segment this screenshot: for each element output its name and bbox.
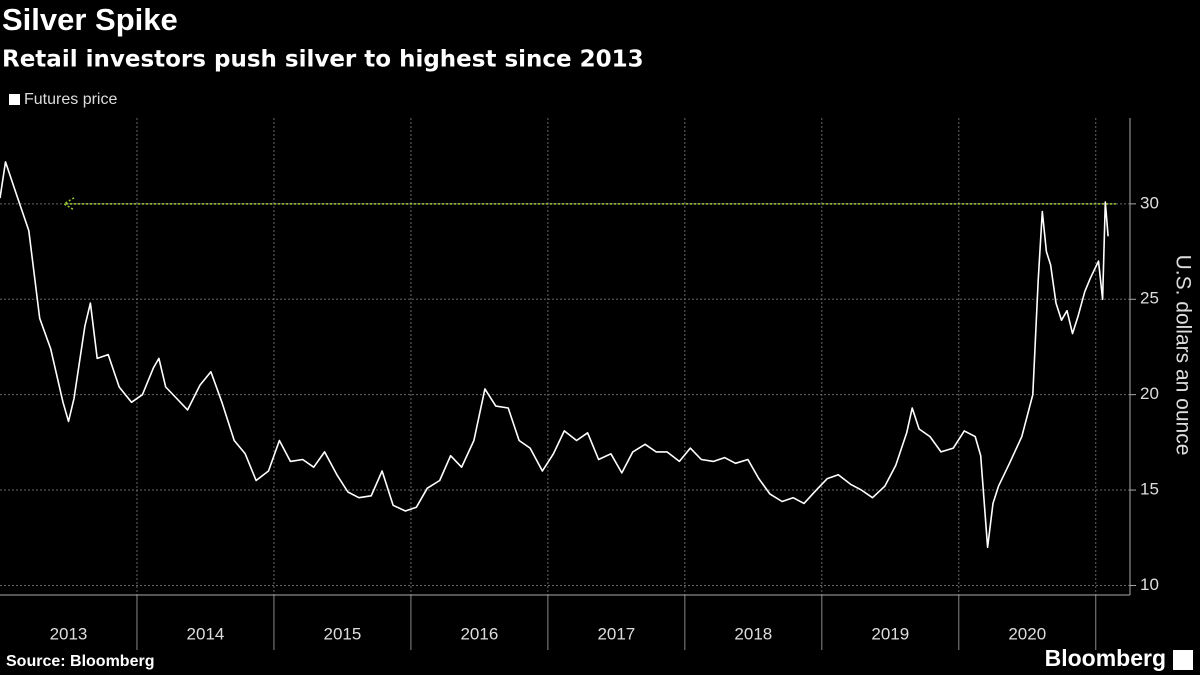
source: Source: Bloomberg [6, 653, 154, 670]
x-tick-label: 2017 [597, 624, 635, 643]
x-tick-label: 2013 [50, 624, 88, 643]
x-tick-label: 2014 [187, 624, 225, 643]
legend-label: Futures price [24, 91, 117, 108]
chart-subtitle: Retail investors push silver to highest … [2, 47, 644, 73]
x-tick-label: 2015 [324, 624, 362, 643]
y-tick-label: 20 [1140, 384, 1159, 403]
y-tick-label: 30 [1140, 193, 1159, 212]
x-tick-label: 2018 [734, 624, 772, 643]
x-tick-label: 2019 [871, 624, 909, 643]
legend-swatch [9, 94, 20, 105]
y-tick-label: 15 [1140, 480, 1159, 499]
logo: Bloomberg [1045, 645, 1166, 671]
y-tick-label: 25 [1140, 289, 1159, 308]
x-tick-label: 2020 [1008, 624, 1046, 643]
logo-icon [1173, 650, 1193, 670]
x-tick-label: 2016 [460, 624, 498, 643]
price-line [0, 161, 1109, 549]
y-tick-label: 10 [1140, 575, 1159, 594]
y-axis-label: U.S. dollars an ounce [1171, 255, 1194, 456]
chart-title: Silver Spike [2, 2, 178, 37]
